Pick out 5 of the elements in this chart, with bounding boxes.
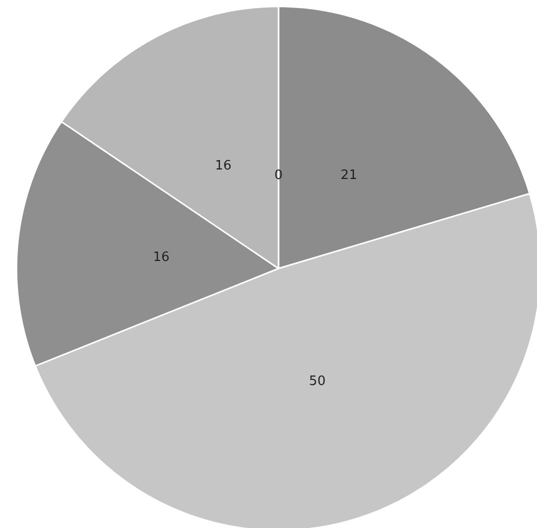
data-label: 16 (153, 250, 170, 265)
data-label: 21 (340, 168, 358, 183)
data-label: 16 (214, 158, 232, 174)
text: 0 (274, 168, 283, 184)
data-label: 50 (309, 374, 326, 389)
